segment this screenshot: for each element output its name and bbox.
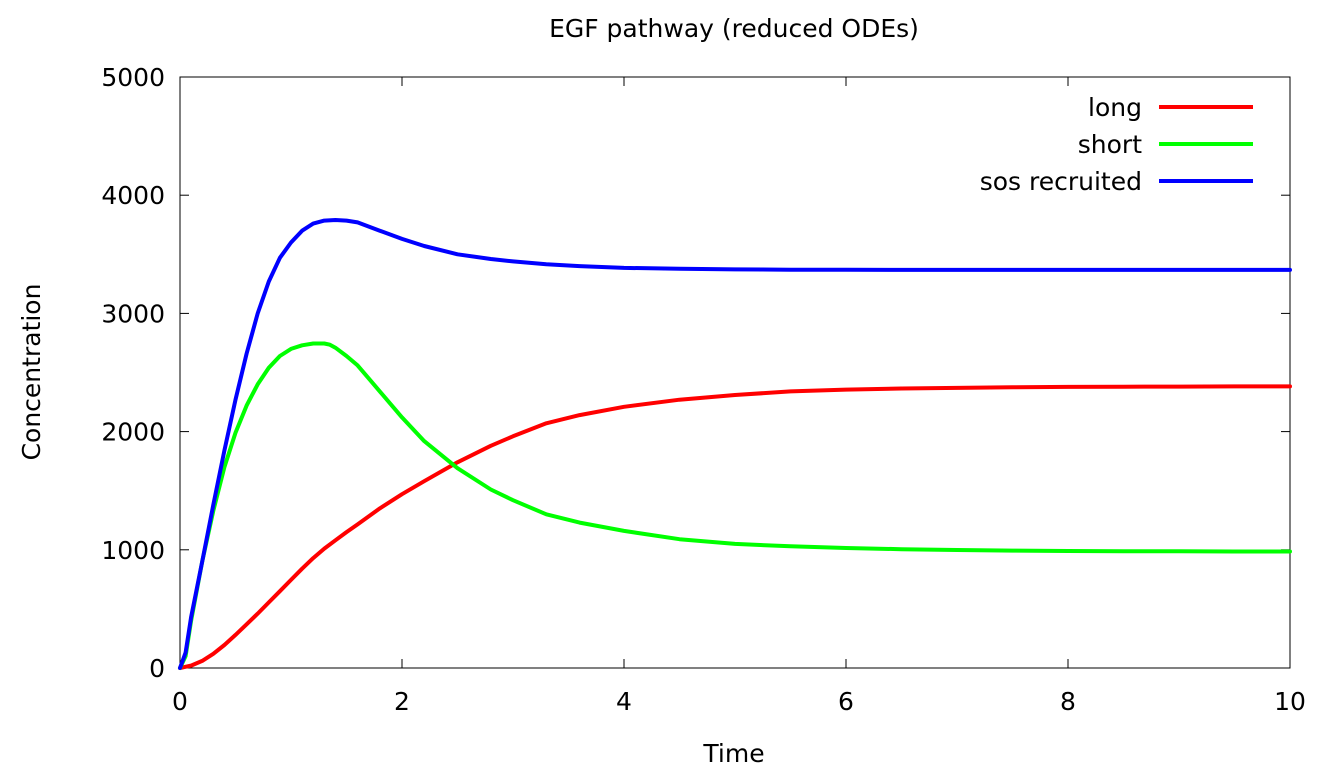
y-tick-label: 2000 <box>101 418 165 447</box>
legend-label: sos recruited <box>980 167 1142 196</box>
legend-label: short <box>1078 130 1142 159</box>
x-axis-label: Time <box>702 739 764 768</box>
series-line-sos-recruited <box>178 218 1292 670</box>
x-tick-label: 6 <box>838 687 854 716</box>
y-tick-label: 3000 <box>101 299 165 328</box>
axes: 0 2 4 6 8 10 0 1000 2000 3000 4000 5000 <box>101 63 1306 716</box>
x-tick-label: 4 <box>616 687 632 716</box>
plot-lines <box>178 218 1292 670</box>
y-tick-label: 1000 <box>101 536 165 565</box>
x-tick-label: 8 <box>1060 687 1076 716</box>
series-line-short <box>178 341 1292 670</box>
x-tick-label: 0 <box>172 687 188 716</box>
x-tick-label: 2 <box>394 687 410 716</box>
legend-label: long <box>1088 93 1142 122</box>
y-tick-label: 5000 <box>101 63 165 92</box>
y-tick-label: 4000 <box>101 181 165 210</box>
y-axis-label: Concentration <box>17 284 46 461</box>
plot-frame <box>179 76 1291 669</box>
series-line-long <box>178 384 1292 670</box>
chart-title: EGF pathway (reduced ODEs) <box>549 14 919 43</box>
y-tick-label: 0 <box>149 654 165 683</box>
x-tick-label: 10 <box>1274 687 1306 716</box>
legend: long short sos recruited <box>980 93 1253 196</box>
